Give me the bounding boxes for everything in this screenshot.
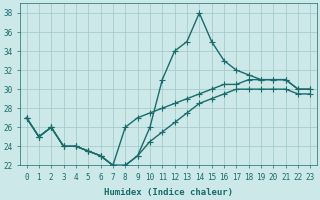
- X-axis label: Humidex (Indice chaleur): Humidex (Indice chaleur): [104, 188, 233, 197]
